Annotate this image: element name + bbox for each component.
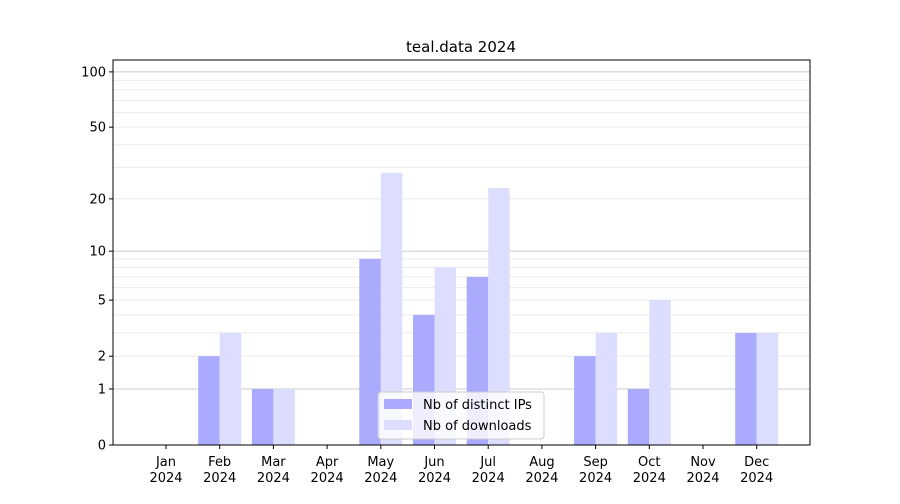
bar-distinct-ips [627, 388, 650, 445]
y-axis: 0 1 2 5 10 20 50 100 [81, 65, 113, 454]
x-tick-label: Oct [638, 455, 660, 470]
bar-distinct-ips [251, 388, 274, 445]
x-tick-label: 2024 [257, 471, 290, 486]
x-tick-label: Nov [690, 455, 716, 470]
x-tick-label: 2024 [740, 471, 773, 486]
x-tick-label: 2024 [149, 471, 182, 486]
legend-swatch [384, 399, 412, 409]
chart-title: teal.data 2024 [406, 38, 516, 56]
grid-lines [113, 71, 810, 390]
bar-distinct-ips [359, 258, 381, 445]
legend-label: Nb of downloads [423, 419, 532, 434]
x-tick-label: 2024 [311, 471, 344, 486]
x-tick-label: Jul [479, 455, 496, 470]
y-tick-label: 50 [89, 121, 106, 136]
bar-distinct-ips [735, 332, 757, 445]
x-tick-label: 2024 [633, 471, 666, 486]
y-tick-label: 20 [89, 192, 106, 207]
x-tick-label: 2024 [472, 471, 505, 486]
x-tick-label: 2024 [418, 471, 451, 486]
legend-label: Nb of distinct IPs [423, 398, 532, 413]
y-tick-label: 1 [98, 382, 106, 397]
y-tick-label: 100 [81, 65, 106, 80]
x-tick-label: Dec [744, 455, 769, 470]
x-tick-label: 2024 [525, 471, 558, 486]
bar-downloads [488, 188, 510, 445]
bar-downloads [649, 300, 671, 445]
y-tick-label: 5 [98, 294, 106, 309]
x-tick-label: 2024 [203, 471, 236, 486]
x-tick-label: Sep [583, 455, 608, 470]
x-axis: Jan2024Feb2024Mar2024Apr2024May2024Jun20… [149, 445, 773, 486]
x-tick-label: Jan [155, 455, 176, 470]
bar-distinct-ips [198, 356, 220, 445]
bar-downloads [273, 388, 295, 445]
x-tick-label: 2024 [579, 471, 612, 486]
x-tick-label: 2024 [364, 471, 397, 486]
bar-downloads [380, 172, 403, 445]
axes-frame [112, 59, 811, 446]
x-tick-label: Feb [208, 455, 231, 470]
legend: Nb of distinct IPs Nb of downloads [377, 391, 545, 440]
y-tick-label: 0 [98, 439, 106, 454]
x-tick-label: May [367, 455, 394, 470]
x-tick-label: 2024 [686, 471, 719, 486]
bar-downloads [595, 332, 618, 445]
legend-swatch [384, 420, 412, 430]
bar-distinct-ips [574, 356, 596, 445]
y-tick-label: 2 [98, 350, 106, 365]
x-tick-label: Mar [261, 455, 286, 470]
bar-downloads [756, 332, 779, 445]
legend-box [377, 391, 545, 440]
y-tick-label: 10 [89, 245, 106, 260]
bar-downloads [219, 332, 242, 445]
x-tick-label: Aug [529, 455, 554, 470]
x-tick-label: Apr [316, 455, 339, 470]
x-tick-label: Jun [423, 455, 444, 470]
